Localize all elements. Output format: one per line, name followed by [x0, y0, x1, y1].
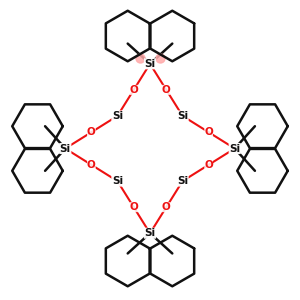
- Text: O: O: [87, 160, 96, 170]
- Text: O: O: [204, 127, 213, 137]
- Text: Si: Si: [177, 176, 188, 186]
- Text: Si: Si: [144, 228, 156, 238]
- Text: O: O: [129, 85, 138, 95]
- Text: Si: Si: [229, 143, 240, 154]
- Text: Si: Si: [112, 111, 123, 121]
- Text: Si: Si: [144, 59, 156, 69]
- Text: Si: Si: [60, 143, 71, 154]
- Text: O: O: [87, 127, 96, 137]
- Text: O: O: [162, 85, 171, 95]
- Text: O: O: [204, 160, 213, 170]
- Text: O: O: [129, 202, 138, 212]
- Text: Si: Si: [112, 176, 123, 186]
- Text: O: O: [162, 202, 171, 212]
- Text: Si: Si: [177, 111, 188, 121]
